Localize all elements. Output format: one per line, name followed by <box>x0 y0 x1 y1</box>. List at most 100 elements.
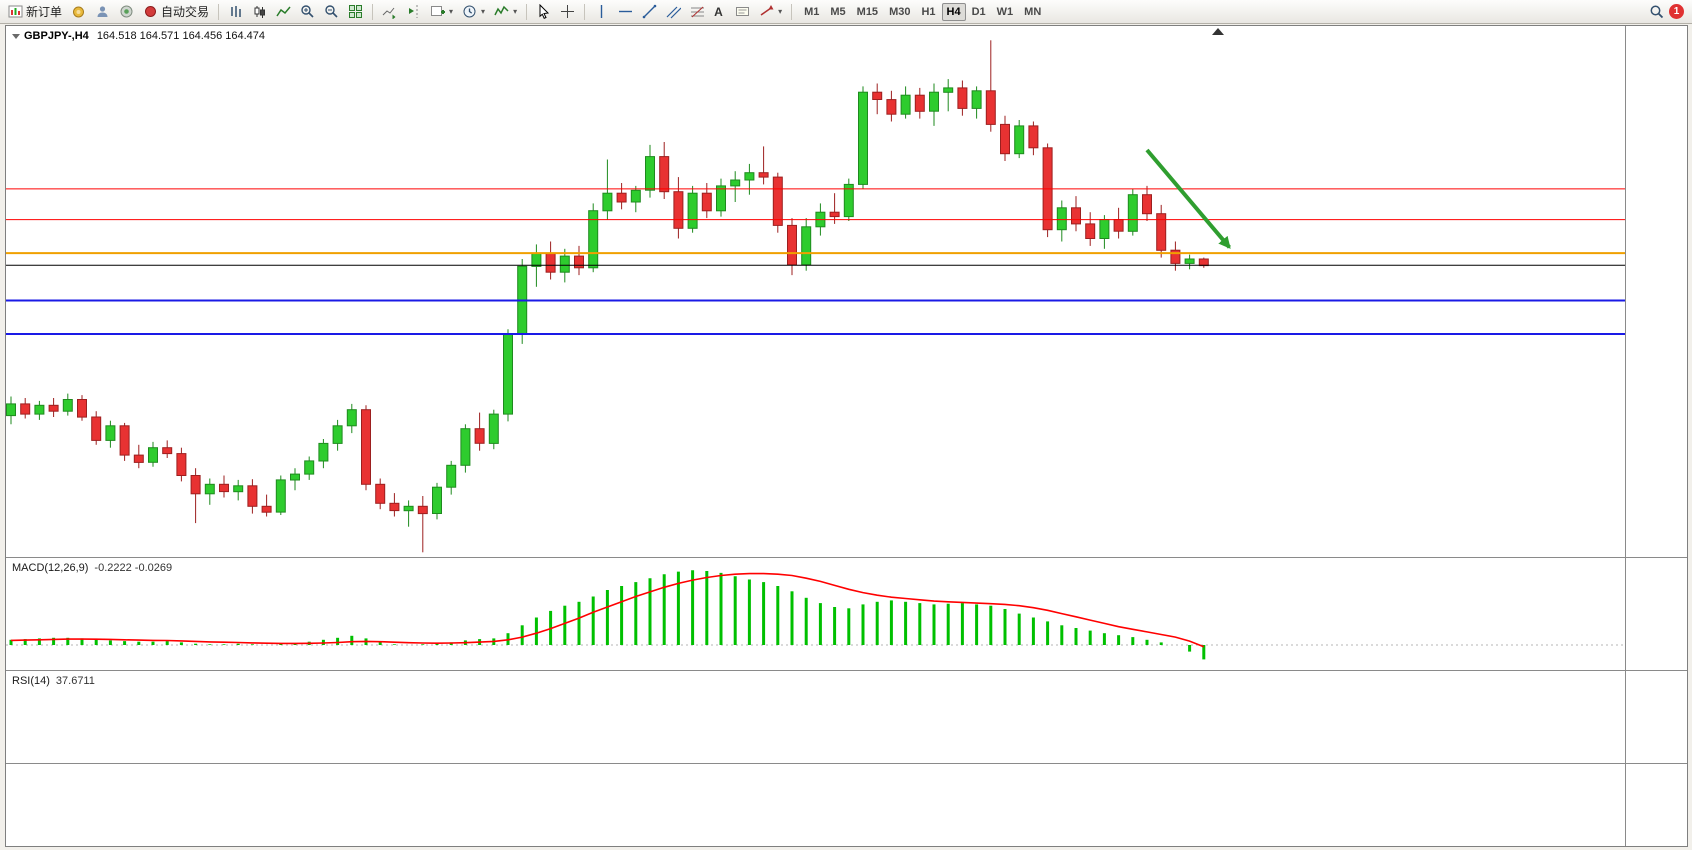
tile-windows-button[interactable] <box>344 2 367 22</box>
chart-shift-icon <box>406 4 421 19</box>
periods-button[interactable]: ▾ <box>458 2 489 22</box>
toolbar-separator <box>584 3 586 20</box>
line-chart-button[interactable] <box>272 2 295 22</box>
rsi-indicator-label: RSI(14) 37.6711 <box>12 675 95 687</box>
candle <box>332 425 343 444</box>
price-scale[interactable] <box>1626 26 1687 557</box>
crosshair-button[interactable] <box>556 2 579 22</box>
shapes-button[interactable]: ▾ <box>755 2 786 22</box>
bars-chart-button[interactable] <box>224 2 247 22</box>
auto-trading-label: 自动交易 <box>161 5 210 19</box>
shapes-icon <box>759 4 774 19</box>
zoom-out-icon <box>324 4 339 19</box>
candle <box>176 453 187 477</box>
candle <box>659 156 670 193</box>
one-click-collapse-icon[interactable] <box>12 33 20 39</box>
candle <box>190 475 201 495</box>
zoom-out-button[interactable] <box>320 2 343 22</box>
timeframe-m1-button[interactable]: M1 <box>799 3 824 21</box>
zoom-in-icon <box>300 4 315 19</box>
rsi-value-text: 37.6711 <box>55 675 95 687</box>
rsi-scale[interactable] <box>1626 671 1687 763</box>
candle <box>1071 207 1081 225</box>
chart-shift-button[interactable] <box>402 2 425 22</box>
notification-badge[interactable]: 1 <box>1669 4 1684 19</box>
fibonacci-icon <box>690 4 705 19</box>
trendline-button[interactable] <box>638 2 661 22</box>
pane-separator[interactable] <box>6 670 1687 671</box>
timeframe-d1-button[interactable]: D1 <box>967 3 991 21</box>
new-chart-button[interactable]: ▾ <box>426 2 457 22</box>
candle <box>389 502 400 512</box>
candle <box>1085 223 1096 239</box>
candle <box>1113 219 1124 232</box>
channel-button[interactable] <box>662 2 685 22</box>
fibonacci-button[interactable] <box>686 2 709 22</box>
vertical-line-button[interactable] <box>590 2 613 22</box>
candle <box>1127 194 1138 232</box>
timeframe-mn-button[interactable]: MN <box>1019 3 1046 21</box>
indicators-button[interactable]: ▾ <box>490 2 521 22</box>
search-button[interactable] <box>1645 2 1668 22</box>
candle <box>559 255 570 273</box>
main-chart-svg <box>6 28 1625 553</box>
auto-scroll-icon <box>382 4 397 19</box>
rsi-pane-canvas[interactable] <box>6 671 1625 763</box>
macd-pane-canvas[interactable] <box>6 558 1625 670</box>
macd-signal-line <box>10 572 1205 648</box>
timeframe-m5-button[interactable]: M5 <box>825 3 850 21</box>
candle <box>701 192 712 212</box>
candle <box>403 505 414 512</box>
chart-window: GBPJPY-,H4 164.518 164.571 164.456 164.4… <box>5 25 1688 847</box>
zoom-in-button[interactable] <box>296 2 319 22</box>
chevron-down-icon: ▾ <box>449 7 454 16</box>
auto-trading-button[interactable]: 自动交易 <box>139 2 213 22</box>
candle <box>1142 194 1152 215</box>
candle <box>304 460 315 475</box>
candle <box>233 485 244 493</box>
candle <box>91 416 102 441</box>
timeframe-h4-button[interactable]: H4 <box>941 2 966 21</box>
main-chart-canvas[interactable] <box>6 26 1625 557</box>
candle <box>843 183 854 218</box>
candle <box>1184 258 1195 264</box>
candle <box>943 87 954 93</box>
text-button[interactable]: A <box>710 2 730 22</box>
cursor-button[interactable] <box>532 2 555 22</box>
pane-separator[interactable] <box>6 557 1687 558</box>
pane-separator[interactable] <box>6 763 1687 764</box>
candles-chart-button[interactable] <box>248 2 271 22</box>
macd-scale[interactable] <box>1626 558 1687 670</box>
timeframe-w1-button[interactable]: W1 <box>992 3 1019 21</box>
candle <box>829 211 840 218</box>
macd-indicator-label: MACD(12,26,9) -0.2222 -0.0269 <box>12 562 172 574</box>
macd-svg <box>6 570 1625 660</box>
periods-clock-icon <box>462 4 477 19</box>
cursor-icon <box>536 4 551 19</box>
timeframe-m30-button[interactable]: M30 <box>884 3 915 21</box>
trend-arrow-annotation[interactable] <box>1145 148 1231 249</box>
candle <box>361 409 371 485</box>
toolbar-separator <box>218 3 220 20</box>
support-button[interactable] <box>115 2 138 22</box>
auto-scroll-button[interactable] <box>378 2 401 22</box>
new-order-button[interactable]: 新订单 <box>4 2 66 22</box>
horizontal-line-button[interactable] <box>614 2 637 22</box>
horizontal-line-icon <box>618 4 633 19</box>
candle <box>290 473 300 481</box>
time-scale[interactable] <box>6 764 1625 790</box>
candle <box>417 505 428 515</box>
label-button[interactable] <box>731 2 754 22</box>
seal-button[interactable] <box>67 2 90 22</box>
chart-shift-marker[interactable] <box>1212 28 1224 35</box>
timeframe-h1-button[interactable]: H1 <box>916 3 940 21</box>
new-order-label: 新订单 <box>26 5 63 19</box>
timeframe-m15-button[interactable]: M15 <box>852 3 883 21</box>
profile-button[interactable] <box>91 2 114 22</box>
candle <box>545 252 556 273</box>
candle <box>1000 123 1010 155</box>
candle <box>162 447 173 455</box>
candle <box>574 255 584 269</box>
candle <box>900 94 911 115</box>
